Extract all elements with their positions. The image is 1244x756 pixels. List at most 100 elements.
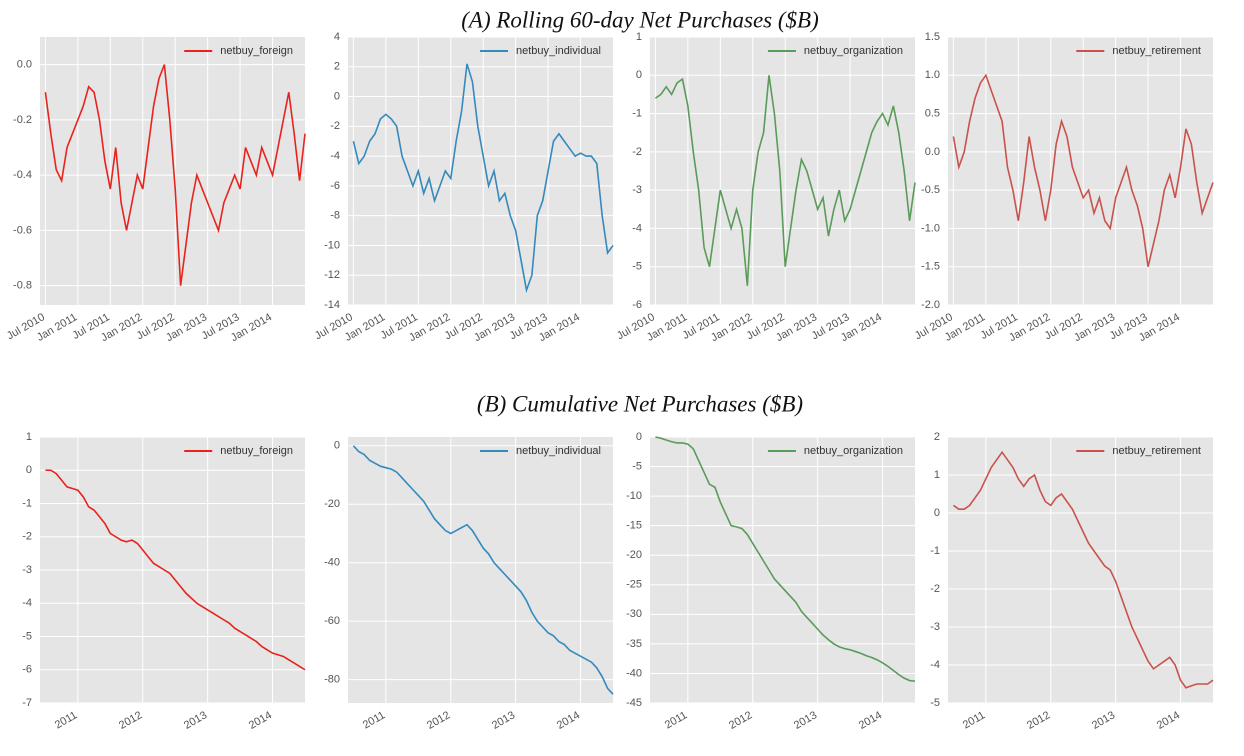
- x-tick-label: 2014: [555, 709, 582, 732]
- y-tick-label: -60: [324, 615, 340, 627]
- y-tick-label: 1: [934, 469, 940, 481]
- x-tick-label: 2013: [182, 709, 209, 732]
- data-line: [352, 445, 614, 695]
- x-tick-label: 2012: [425, 709, 452, 732]
- y-tick-label: 0: [26, 464, 32, 476]
- legend: netbuy_organization: [767, 45, 903, 57]
- y-tick-label: -0.8: [13, 280, 32, 292]
- y-tick-label: 1: [636, 31, 642, 43]
- y-tick-label: 0.0: [17, 59, 32, 71]
- y-tick-label: -5: [632, 460, 642, 472]
- y-tick-label: 0: [934, 507, 940, 519]
- y-tick-label: -6: [22, 664, 32, 676]
- legend-label: netbuy_foreign: [220, 445, 293, 457]
- y-tick-label: -3: [632, 184, 642, 196]
- y-tick-label: 0: [334, 90, 340, 102]
- y-tick-label: -10: [626, 490, 642, 502]
- x-tick-label: 2012: [727, 709, 754, 732]
- y-tick-label: -20: [324, 498, 340, 510]
- x-tick-label: 2012: [117, 709, 144, 732]
- y-tick-label: 0.5: [925, 107, 940, 119]
- y-tick-label: -8: [330, 210, 340, 222]
- y-tick-label: -35: [626, 638, 642, 650]
- y-tick-label: -2.0: [921, 299, 940, 311]
- y-tick-label: -2: [632, 146, 642, 158]
- y-tick-label: -4: [330, 150, 340, 162]
- y-tick-label: -0.2: [13, 114, 32, 126]
- legend: netbuy_individual: [479, 445, 601, 457]
- y-tick-label: 1: [26, 431, 32, 443]
- legend-label: netbuy_organization: [804, 45, 903, 57]
- row-title: (B) Cumulative Net Purchases ($B): [477, 391, 803, 416]
- y-tick-label: -40: [324, 557, 340, 569]
- x-tick-label: 2011: [961, 709, 987, 731]
- y-tick-label: -6: [632, 299, 642, 311]
- y-tick-label: -45: [626, 697, 642, 709]
- legend: netbuy_retirement: [1076, 445, 1201, 457]
- legend: netbuy_individual: [479, 45, 601, 57]
- data-line: [352, 63, 614, 294]
- y-tick-label: -6: [330, 180, 340, 192]
- plot-background: [348, 437, 613, 703]
- data-line: [952, 73, 1214, 267]
- y-tick-label: -2: [930, 583, 940, 595]
- y-tick-label: 2: [934, 431, 940, 443]
- y-tick-label: 1.0: [925, 69, 940, 81]
- legend: netbuy_foreign: [184, 445, 293, 457]
- x-tick-label: 2011: [361, 709, 387, 731]
- y-tick-label: -0.6: [13, 224, 32, 236]
- y-tick-label: -2: [330, 120, 340, 132]
- y-tick-label: 0: [334, 440, 340, 452]
- y-tick-label: -5: [930, 697, 940, 709]
- y-tick-label: -7: [22, 697, 32, 709]
- y-tick-label: -12: [324, 269, 340, 281]
- y-tick-label: -80: [324, 674, 340, 686]
- y-tick-label: -15: [626, 520, 642, 532]
- legend-label: netbuy_foreign: [220, 45, 293, 57]
- y-tick-label: -14: [324, 299, 340, 311]
- x-tick-label: 2013: [1090, 709, 1117, 732]
- y-tick-label: -30: [626, 608, 642, 620]
- data-line: [952, 450, 1214, 689]
- plot-background: [650, 437, 915, 703]
- legend-label: netbuy_individual: [516, 445, 601, 457]
- y-tick-label: 0: [636, 431, 642, 443]
- y-tick-label: -25: [626, 579, 642, 591]
- data-line: [655, 436, 916, 682]
- x-tick-label: 2014: [1155, 709, 1182, 732]
- y-tick-label: -1.5: [921, 261, 940, 273]
- y-tick-label: -1: [632, 107, 642, 119]
- x-tick-label: 2013: [490, 709, 517, 732]
- y-tick-label: -5: [632, 261, 642, 273]
- legend-label: netbuy_organization: [804, 445, 903, 457]
- plot-background: [948, 37, 1213, 305]
- y-tick-label: -20: [626, 549, 642, 561]
- x-tick-label: 2013: [792, 709, 819, 732]
- x-tick-label: 2014: [857, 709, 884, 732]
- plot-background: [348, 37, 613, 305]
- y-tick-label: 0: [636, 69, 642, 81]
- x-tick-label: 2014: [247, 709, 274, 732]
- y-tick-label: -0.4: [13, 169, 32, 181]
- y-tick-label: -3: [930, 621, 940, 633]
- y-tick-label: -3: [22, 564, 32, 576]
- y-tick-label: -1.0: [921, 222, 940, 234]
- data-line: [654, 75, 916, 286]
- legend-label: netbuy_individual: [516, 45, 601, 57]
- y-tick-label: -4: [22, 597, 32, 609]
- y-tick-label: 4: [334, 31, 340, 43]
- legend: netbuy_organization: [767, 445, 903, 457]
- legend-label: netbuy_retirement: [1112, 45, 1201, 57]
- y-tick-label: -2: [22, 531, 32, 543]
- y-tick-label: 1.5: [925, 31, 940, 43]
- plot-background: [40, 37, 305, 305]
- y-tick-label: -1: [22, 497, 32, 509]
- x-tick-label: 2011: [663, 709, 689, 731]
- y-tick-label: 0.0: [925, 146, 940, 158]
- plot-background: [650, 37, 915, 305]
- data-line: [45, 469, 306, 671]
- row-title: (A) Rolling 60-day Net Purchases ($B): [461, 7, 818, 32]
- y-tick-label: -40: [626, 667, 642, 679]
- y-tick-label: -10: [324, 239, 340, 251]
